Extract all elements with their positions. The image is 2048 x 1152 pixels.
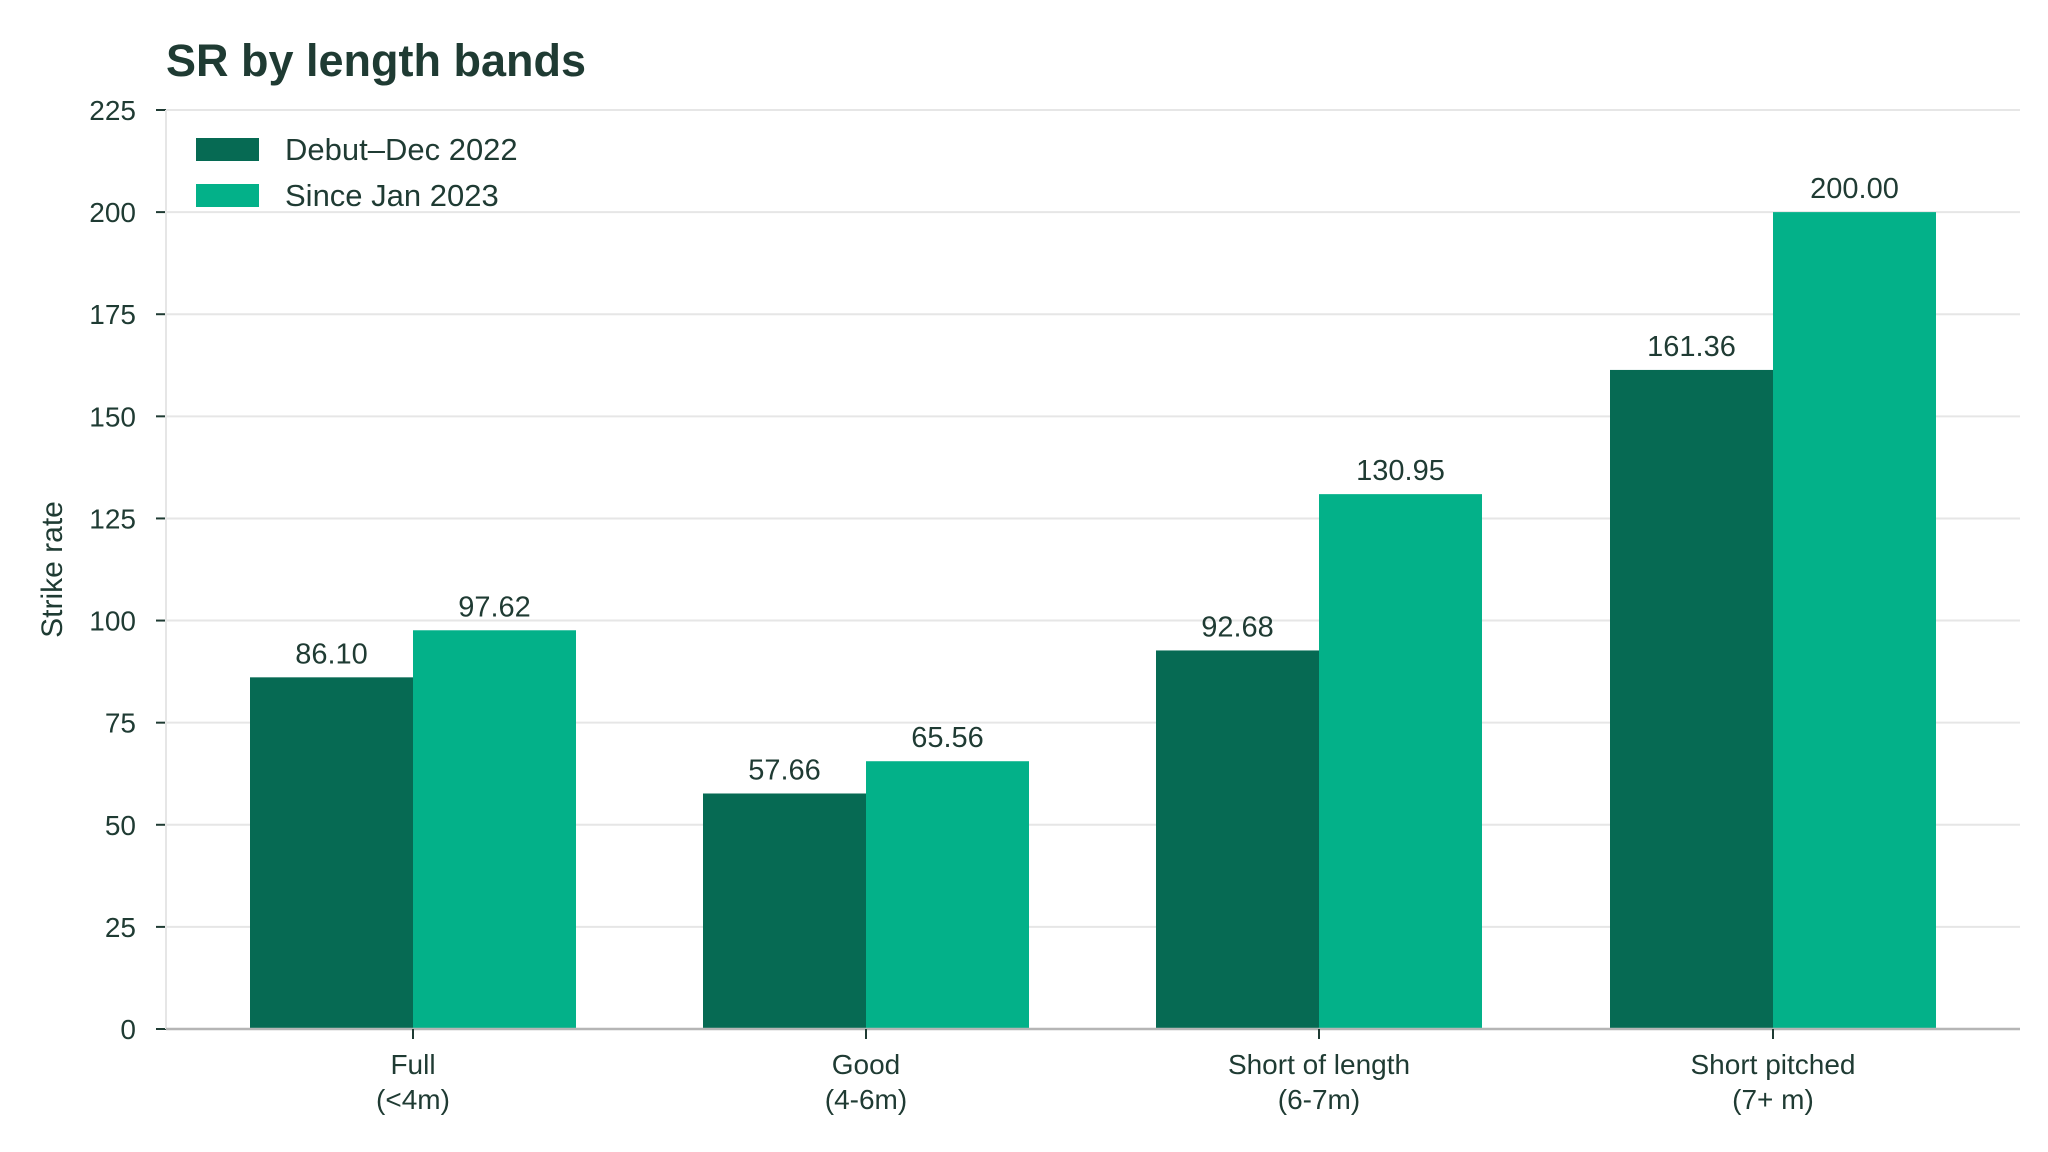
- chart-title: SR by length bands: [166, 35, 586, 86]
- y-tick-label: 25: [105, 912, 136, 943]
- data-label: 86.10: [295, 638, 368, 670]
- x-tick-label: Full: [390, 1049, 435, 1080]
- legend-swatch: [196, 184, 259, 207]
- x-tick-label: (6-7m): [1278, 1084, 1360, 1115]
- bar: [866, 761, 1029, 1029]
- value-labels: 86.10 57.66 92.68 161.36 97.62 65.56 130.95 200…: [295, 173, 1899, 786]
- data-label: 97.62: [458, 591, 531, 623]
- axes: 0 25 50 75 100 125 150 175 200 225 Full (<4m) Good (4…: [89, 95, 2020, 1115]
- y-tick-label: 150: [89, 401, 136, 432]
- bar: [1156, 650, 1319, 1029]
- legend-label: Debut–Dec 2022: [285, 132, 518, 167]
- x-tick-label: Good: [832, 1049, 901, 1080]
- y-tick-label: 200: [89, 197, 136, 228]
- data-label: 65.56: [911, 722, 984, 754]
- bar: [703, 793, 866, 1029]
- x-tick-label: (7+ m): [1732, 1084, 1814, 1115]
- y-tick-label: 100: [89, 606, 136, 637]
- bar: [1773, 212, 1936, 1030]
- x-tick-label: Short of length: [1228, 1049, 1410, 1080]
- y-tick-label: 0: [120, 1014, 136, 1045]
- data-label: 92.68: [1201, 611, 1274, 643]
- legend: Debut–Dec 2022 Since Jan 2023: [196, 132, 518, 213]
- y-tick-label: 225: [89, 95, 136, 126]
- y-axis-label: Strike rate: [36, 501, 69, 638]
- legend-label: Since Jan 2023: [285, 178, 499, 213]
- y-tick-label: 175: [89, 299, 136, 330]
- data-label: 200.00: [1810, 173, 1899, 205]
- x-tick-label: (4-6m): [825, 1084, 907, 1115]
- x-tick-label: (<4m): [376, 1084, 450, 1115]
- bar: [250, 677, 413, 1029]
- y-tick-label: 75: [105, 708, 136, 739]
- bars: [250, 212, 1936, 1030]
- y-tick-label: 125: [89, 503, 136, 534]
- bar: [1319, 494, 1482, 1030]
- data-label: 130.95: [1356, 455, 1445, 487]
- data-label: 57.66: [748, 754, 821, 786]
- bar: [1610, 369, 1773, 1029]
- data-label: 161.36: [1647, 331, 1736, 363]
- y-tick-label: 50: [105, 810, 136, 841]
- bar: [413, 630, 576, 1029]
- x-tick-label: Short pitched: [1691, 1049, 1856, 1080]
- legend-swatch: [196, 138, 259, 161]
